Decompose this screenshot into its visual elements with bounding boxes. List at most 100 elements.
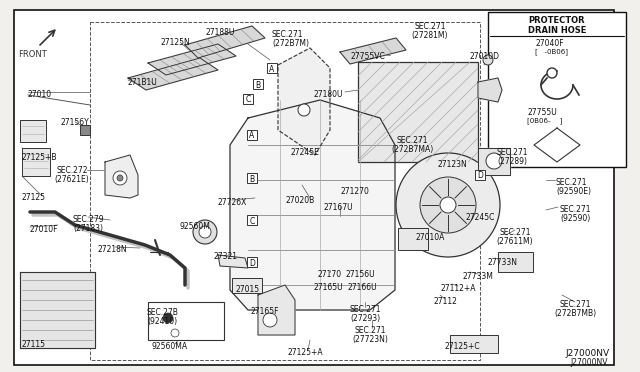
Circle shape [199,226,211,238]
Text: SEC.271: SEC.271 [496,148,528,157]
Polygon shape [340,38,406,64]
Polygon shape [148,44,236,75]
Bar [450,335,498,353]
Text: A: A [269,64,275,74]
Text: A: A [250,131,255,141]
Text: 27321: 27321 [213,252,237,261]
Text: (92590E): (92590E) [556,187,591,196]
Text: SEC.279: SEC.279 [72,215,104,224]
Text: 27010A: 27010A [415,233,445,242]
Bar [247,257,257,267]
Text: 27010D: 27010D [469,52,499,61]
Text: 27125: 27125 [22,193,46,202]
Text: SEC.271: SEC.271 [272,30,303,39]
Text: 27170: 27170 [318,270,342,279]
Text: 27180U: 27180U [314,90,343,99]
Text: 27733N: 27733N [487,258,517,267]
Bar [247,215,257,225]
Circle shape [483,55,493,65]
Bar [475,170,485,180]
Text: 92560M: 92560M [180,222,211,231]
Polygon shape [105,155,138,198]
Text: 27755U: 27755U [527,108,557,117]
Circle shape [193,220,217,244]
Bar [22,148,50,176]
Circle shape [440,197,456,213]
Text: [0B06-    ]: [0B06- ] [527,117,563,124]
Text: 271270: 271270 [340,187,369,196]
Bar [267,63,277,73]
Text: 27166U: 27166U [347,283,377,292]
Text: (272B7MA): (272B7MA) [391,145,433,154]
Text: (27621E): (27621E) [54,175,90,184]
Bar [358,62,478,162]
Circle shape [420,177,476,233]
Polygon shape [218,255,248,268]
Text: 27156U: 27156U [345,270,375,279]
Bar [20,120,46,142]
Bar [253,79,263,89]
Text: 27123N: 27123N [437,160,467,169]
Circle shape [117,175,123,181]
Text: 27165F: 27165F [251,307,279,316]
Text: (92590): (92590) [560,214,590,223]
Bar [398,228,428,250]
Text: 27125+C: 27125+C [444,342,480,351]
Text: SEC.271: SEC.271 [414,22,445,31]
Text: (27611M): (27611M) [497,237,533,246]
Text: C: C [245,96,251,105]
Circle shape [547,68,557,78]
Polygon shape [258,285,295,335]
Circle shape [163,313,173,323]
Text: 27755VC: 27755VC [351,52,385,61]
Text: SEC.271: SEC.271 [559,300,591,309]
Text: 27156Y: 27156Y [61,118,90,127]
Text: SEC.271: SEC.271 [556,178,588,187]
Text: 27015: 27015 [236,285,260,294]
Text: J27000NV: J27000NV [570,358,608,367]
Circle shape [113,171,127,185]
Polygon shape [478,148,510,175]
Bar [247,173,257,183]
Text: FRONT: FRONT [18,50,47,59]
Text: 27218N: 27218N [97,245,127,254]
Text: DRAIN HOSE: DRAIN HOSE [528,26,586,35]
Polygon shape [128,58,218,90]
Text: SEC.27B: SEC.27B [146,308,178,317]
Text: SEC.271: SEC.271 [396,136,428,145]
Circle shape [396,153,500,257]
Text: 27010F: 27010F [30,225,58,234]
Bar [488,12,626,167]
Circle shape [486,153,502,169]
Text: (27723N): (27723N) [352,335,388,344]
Text: 27020B: 27020B [285,196,315,205]
Text: 27733M: 27733M [463,272,493,281]
Text: 27188U: 27188U [205,28,235,37]
Text: SEC.271: SEC.271 [349,305,381,314]
Text: 27167U: 27167U [323,203,353,212]
Text: SEC.272: SEC.272 [56,166,88,175]
Text: [   -0B06]: [ -0B06] [535,48,568,55]
Text: 27112+A: 27112+A [440,284,476,293]
Bar [80,125,90,135]
Bar [90,22,480,360]
Polygon shape [478,78,502,102]
Text: PROTECTOR: PROTECTOR [529,16,586,25]
Text: (272B7M): (272B7M) [272,39,309,48]
Text: SEC.271: SEC.271 [560,205,591,214]
Bar [498,252,533,272]
Text: C: C [250,217,255,225]
Polygon shape [185,26,265,58]
Polygon shape [230,100,395,310]
Text: 27165U: 27165U [313,283,343,292]
Bar [247,130,257,140]
Circle shape [263,313,277,327]
Text: SEC.271: SEC.271 [355,326,386,335]
Text: 271B1U: 271B1U [128,78,157,87]
Text: SEC.271: SEC.271 [499,228,531,237]
Text: 27115: 27115 [22,340,46,349]
Text: D: D [477,171,483,180]
Text: 27112: 27112 [433,297,457,306]
Polygon shape [20,272,95,348]
Circle shape [298,104,310,116]
